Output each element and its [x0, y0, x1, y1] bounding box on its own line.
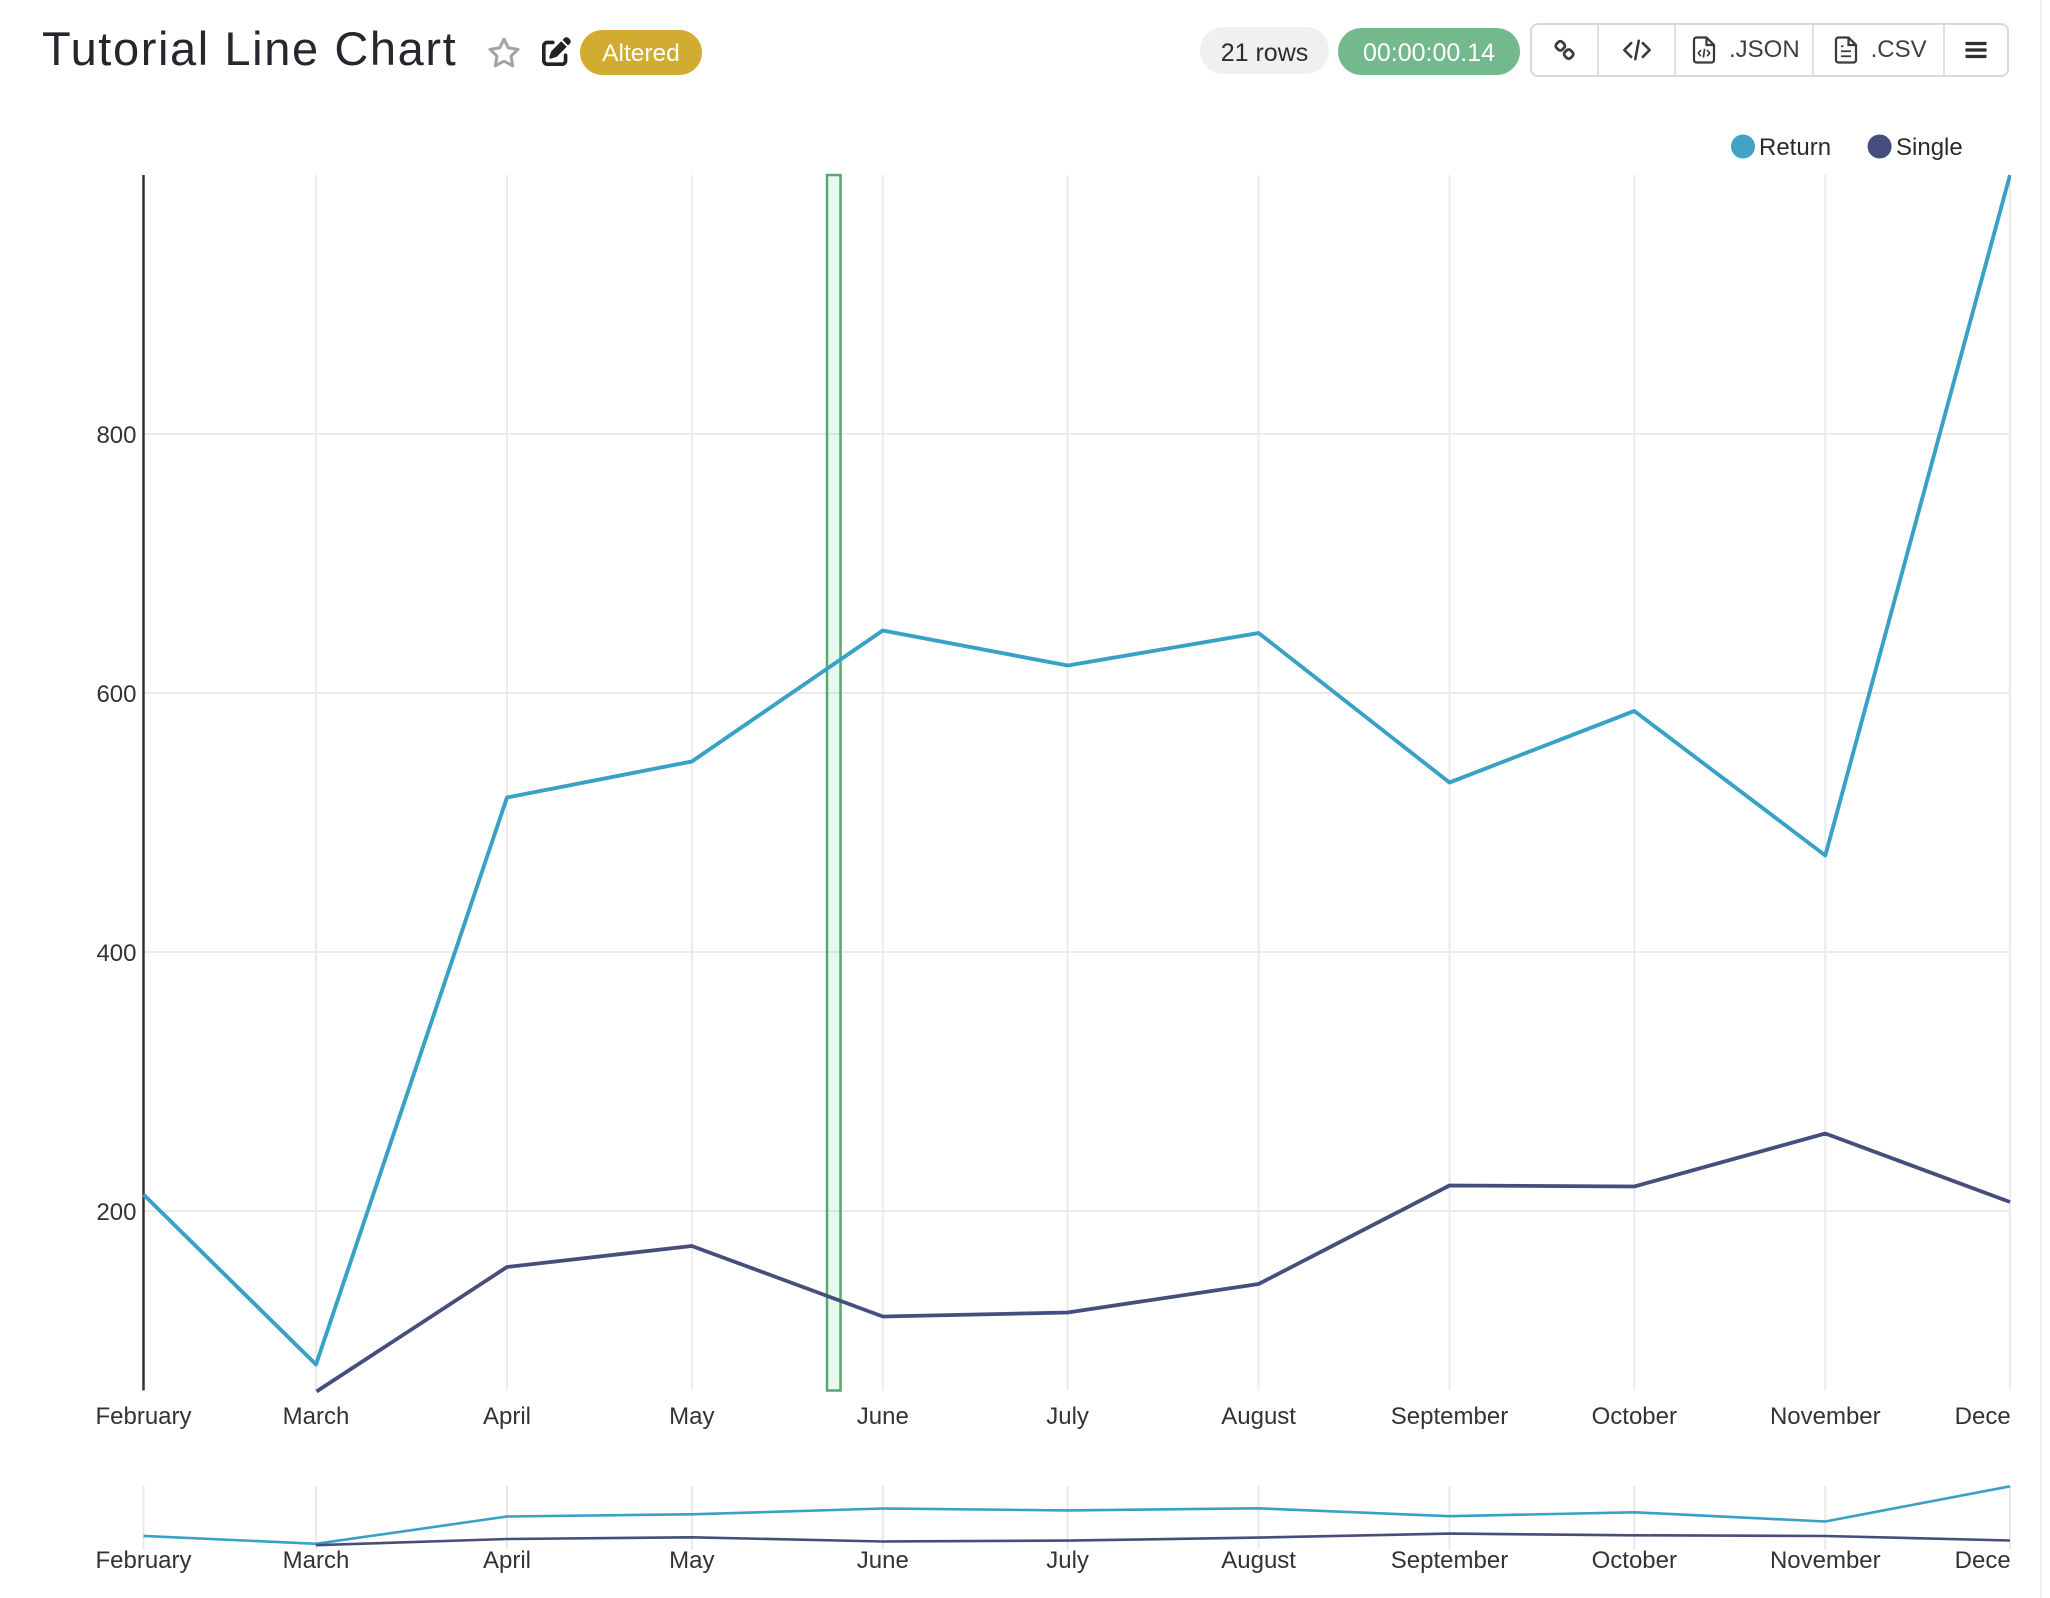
- svg-text:March: March: [283, 1403, 350, 1430]
- svg-text:May: May: [669, 1547, 714, 1574]
- svg-text:October: October: [1592, 1547, 1677, 1574]
- svg-text:April: April: [483, 1403, 531, 1430]
- svg-text:800: 800: [96, 422, 136, 449]
- svg-text:Single: Single: [1896, 134, 1963, 161]
- svg-text:200: 200: [96, 1199, 136, 1226]
- svg-text:September: September: [1391, 1403, 1508, 1430]
- svg-text:December: December: [1955, 1403, 2011, 1430]
- svg-text:June: June: [857, 1547, 909, 1574]
- svg-text:November: November: [1770, 1403, 1881, 1430]
- svg-text:February: February: [95, 1547, 191, 1574]
- svg-text:May: May: [669, 1403, 714, 1430]
- svg-text:November: November: [1770, 1547, 1881, 1574]
- svg-text:400: 400: [96, 940, 136, 967]
- svg-text:October: October: [1592, 1403, 1677, 1430]
- svg-text:December: December: [1955, 1547, 2011, 1574]
- svg-text:February: February: [95, 1403, 191, 1430]
- svg-text:Return: Return: [1759, 134, 1831, 161]
- svg-text:600: 600: [96, 681, 136, 708]
- svg-text:July: July: [1046, 1547, 1089, 1574]
- svg-text:April: April: [483, 1547, 531, 1574]
- svg-text:August: August: [1221, 1547, 1296, 1574]
- svg-text:March: March: [283, 1547, 350, 1574]
- svg-text:June: June: [857, 1403, 909, 1430]
- svg-text:September: September: [1391, 1547, 1508, 1574]
- svg-text:August: August: [1221, 1403, 1296, 1430]
- svg-text:July: July: [1046, 1403, 1089, 1430]
